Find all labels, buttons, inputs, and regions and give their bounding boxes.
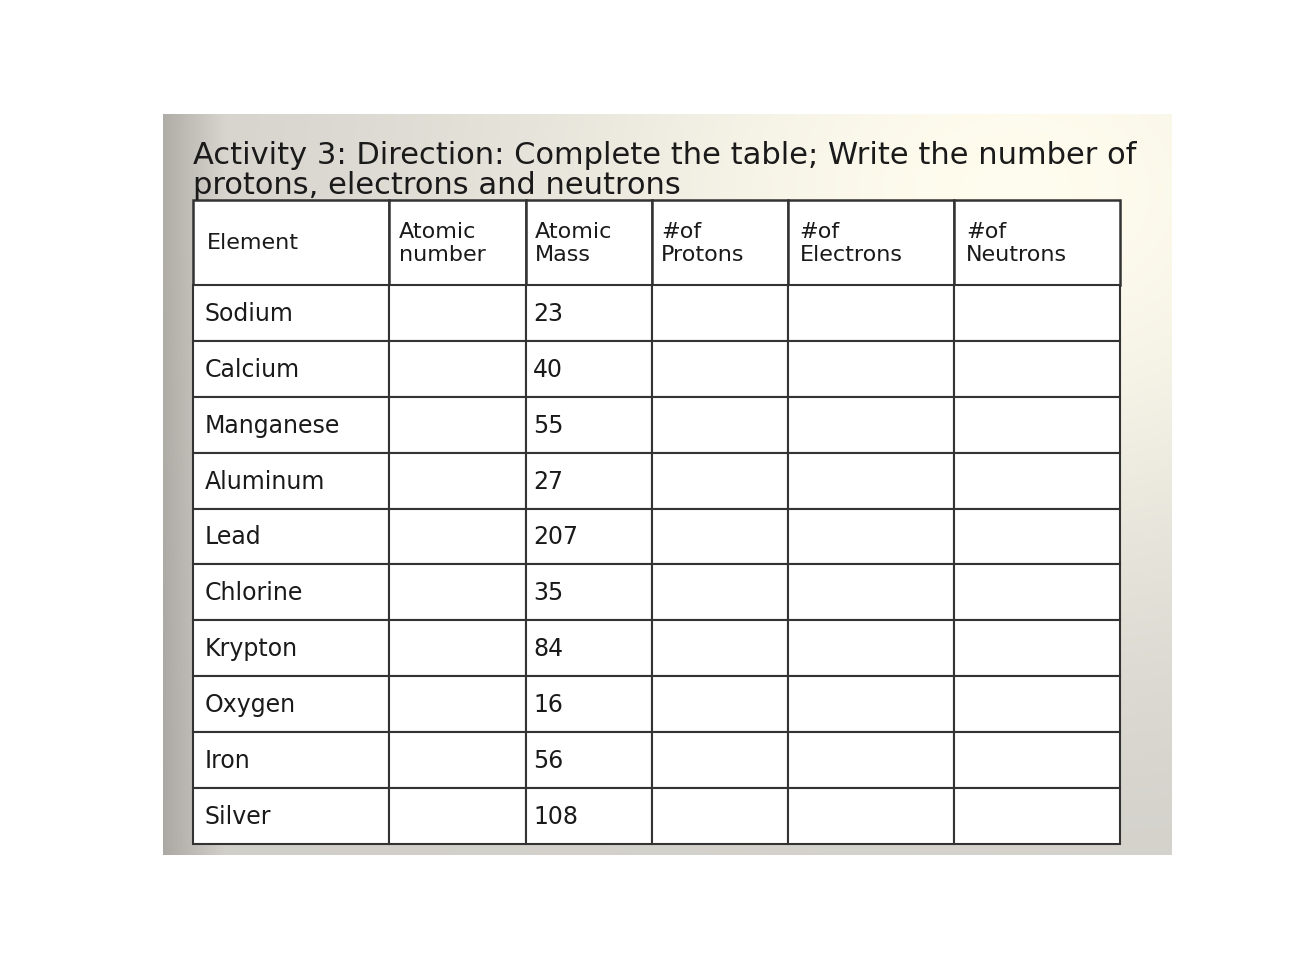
Bar [389,285,526,341]
Bar [389,201,526,285]
Bar [526,621,652,677]
Text: Silver: Silver [204,804,271,828]
Bar [389,677,526,732]
Bar [389,788,526,844]
Bar [652,509,788,565]
Bar [389,397,526,454]
Bar [652,285,788,341]
Text: Oxygen: Oxygen [204,693,295,717]
Bar [193,509,389,565]
Bar [954,285,1120,341]
Bar [193,341,389,397]
Text: Manganese: Manganese [204,413,340,437]
Bar [788,677,954,732]
Bar [954,509,1120,565]
Text: Sodium: Sodium [204,302,294,326]
Bar [788,732,954,788]
Bar [954,732,1120,788]
Bar [788,397,954,454]
Text: Calcium: Calcium [204,357,299,382]
Text: Lead: Lead [204,525,262,549]
Bar [193,285,389,341]
Text: Chlorine: Chlorine [204,580,303,604]
Text: 27: 27 [533,469,563,493]
Bar [526,341,652,397]
Bar [652,565,788,621]
Bar [193,454,389,509]
Bar [788,621,954,677]
Bar [954,201,1120,285]
Text: Element: Element [207,233,299,253]
Bar [652,621,788,677]
Bar [954,788,1120,844]
Bar [526,788,652,844]
Text: Atomic
number: Atomic number [399,221,485,264]
Text: Aluminum: Aluminum [204,469,325,493]
Bar [526,732,652,788]
Text: #of
Protons: #of Protons [661,221,744,264]
Bar [788,565,954,621]
Text: 16: 16 [533,693,563,717]
Bar [389,621,526,677]
Bar [652,732,788,788]
Bar [193,788,389,844]
Bar [788,509,954,565]
Bar [954,454,1120,509]
Bar [954,565,1120,621]
Text: 207: 207 [533,525,578,549]
Bar [954,621,1120,677]
Text: 40: 40 [533,357,563,382]
Bar [389,341,526,397]
Text: Atomic
Mass: Atomic Mass [535,221,611,264]
Bar [526,565,652,621]
Bar [526,454,652,509]
Bar [526,201,652,285]
Bar [788,341,954,397]
Text: Activity 3: Direction: Complete the table; Write the number of: Activity 3: Direction: Complete the tabl… [193,141,1136,170]
Text: 56: 56 [533,749,563,773]
Bar [193,677,389,732]
Bar [954,341,1120,397]
Text: 55: 55 [533,413,563,437]
Bar [193,621,389,677]
Bar [954,397,1120,454]
Bar [526,397,652,454]
Text: 35: 35 [533,580,563,604]
Bar [788,788,954,844]
Text: #of
Neutrons: #of Neutrons [965,221,1067,264]
Bar [389,454,526,509]
Bar [652,201,788,285]
Bar [652,397,788,454]
Bar [193,397,389,454]
Text: protons, electrons and neutrons: protons, electrons and neutrons [193,171,680,200]
Bar [389,565,526,621]
Bar [526,509,652,565]
Text: 108: 108 [533,804,578,828]
Bar [788,454,954,509]
Bar [652,677,788,732]
Bar [193,732,389,788]
Bar [389,509,526,565]
Bar [788,201,954,285]
Bar [652,454,788,509]
Text: Iron: Iron [204,749,250,773]
Bar [193,201,389,285]
Bar [954,677,1120,732]
Bar [652,341,788,397]
Text: #of
Electrons: #of Electrons [799,221,903,264]
Text: 84: 84 [533,637,563,660]
Text: Krypton: Krypton [204,637,298,660]
Bar [193,565,389,621]
Text: 23: 23 [533,302,563,326]
Bar [788,285,954,341]
Bar [389,732,526,788]
Bar [526,285,652,341]
Bar [526,677,652,732]
Bar [652,788,788,844]
